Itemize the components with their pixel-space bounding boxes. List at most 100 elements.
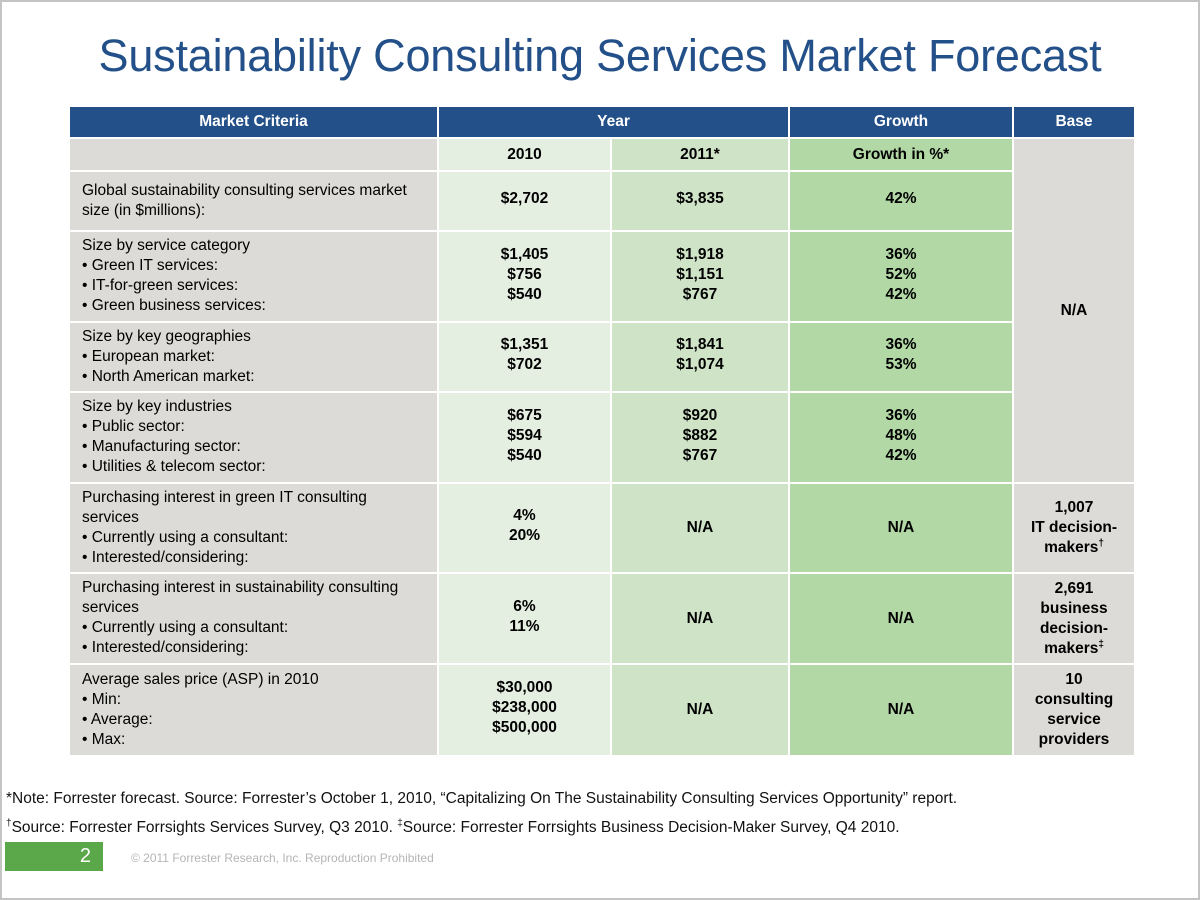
value-2011-cell: N/A	[612, 574, 788, 663]
cell-value: $1,405	[500, 245, 549, 263]
cell-value: 42%	[885, 190, 917, 207]
cell-value: N/A	[887, 519, 915, 536]
value-2010-cell: $675 $594 $540	[439, 393, 610, 482]
header-growth: Growth	[790, 107, 1012, 137]
subheader-row: 2010 2011* Growth in %* N/A	[70, 139, 1134, 482]
footnote-bdm-survey: Source: Forrester Forrsights Business De…	[402, 819, 900, 836]
criteria-cell: Purchasing interest in sustainability co…	[70, 574, 437, 663]
criteria-cell: Size by key geographies • European market…	[70, 323, 437, 391]
cell-value: 6%	[513, 597, 536, 615]
double-dagger-mark: ‡	[397, 818, 403, 829]
table-row-key-industries: Size by key industries • Public sector: • …	[70, 393, 1134, 482]
value-2011-cell: N/A	[612, 484, 788, 572]
subheader-growth-pct: Growth in %*	[790, 139, 1012, 170]
criteria-bullet: • Max:	[82, 730, 126, 748]
cell-value: $1,918	[676, 245, 724, 263]
criteria-bullet: • North American market:	[82, 367, 255, 385]
criteria-cell: Size by service category • Green IT servi…	[70, 232, 437, 321]
value-2011-cell: N/A	[612, 665, 788, 755]
base-value: decision-	[1014, 619, 1134, 639]
cell-value: $1,151	[676, 265, 724, 283]
cell-value: 36%	[885, 245, 917, 263]
criteria-heading: Purchasing interest in sustainability co…	[82, 579, 399, 616]
base-footnote-mark: ‡	[1098, 638, 1104, 650]
base-value: makers‡	[1014, 639, 1134, 659]
base-text: 1,007	[1054, 499, 1094, 516]
table-row-key-geographies: Size by key geographies • European market…	[70, 323, 1134, 391]
cell-value: $594	[507, 426, 542, 444]
header-year: Year	[439, 107, 788, 137]
cell-value: 48%	[885, 426, 917, 444]
criteria-cell: Size by key industries • Public sector: • …	[70, 393, 437, 482]
cell-value: $500,000	[492, 719, 557, 736]
criteria-bullet: • Public sector:	[82, 418, 185, 435]
table-row-sustainability-interest: Purchasing interest in sustainability co…	[70, 574, 1134, 663]
base-cell: 1,007 IT decision-makers†	[1014, 484, 1134, 572]
header-row: Market Criteria Year Growth Base	[70, 107, 1134, 137]
base-text: consulting	[1034, 691, 1114, 708]
cell-value: $1,351	[500, 336, 549, 353]
cell-value: $675	[507, 406, 542, 424]
cell-value: $1,074	[676, 356, 724, 373]
base-text: service	[1047, 711, 1101, 728]
cell-value: N/A	[887, 701, 915, 718]
cell-value: N/A	[887, 609, 915, 627]
cell-value: $540	[507, 285, 542, 303]
criteria-bullet: • Utilities & telecom sector:	[82, 458, 266, 475]
cell-value: $3,835	[676, 190, 724, 207]
header-base: Base	[1014, 107, 1134, 137]
growth-cell: 36% 48% 42%	[790, 393, 1012, 482]
base-value: business	[1014, 599, 1134, 619]
base-text: IT decision-	[1030, 519, 1118, 536]
header-market-criteria: Market Criteria	[70, 107, 437, 137]
criteria-bullet: • European market:	[82, 347, 215, 365]
growth-cell: 36% 52% 42%	[790, 232, 1012, 321]
table-row-service-category: Size by service category • Green IT servi…	[70, 232, 1134, 321]
criteria-bullet: • IT-for-green services:	[82, 277, 239, 294]
value-2010-cell: $30,000 $238,000 $500,000	[439, 665, 610, 755]
base-text: providers	[1038, 731, 1110, 748]
criteria-bullet: • Average:	[82, 710, 153, 728]
cell-value: $2,702	[500, 190, 549, 207]
growth-cell: N/A	[790, 574, 1012, 663]
cell-value: $882	[682, 426, 718, 444]
cell-value: N/A	[686, 609, 714, 627]
base-value: 2,691	[1014, 579, 1134, 599]
subheader-2010: 2010	[439, 139, 610, 170]
cell-value: N/A	[686, 519, 714, 536]
criteria-cell: Purchasing interest in green IT consulti…	[70, 484, 437, 572]
value-2010-cell: 6% 11%	[439, 574, 610, 663]
base-value: IT decision-	[1014, 518, 1134, 538]
criteria-heading: Size by key geographies	[82, 327, 251, 345]
table-row-global-market-size: Global sustainability consulting service…	[70, 172, 1134, 230]
footnote-forecast: *Note: Forrester forecast. Source: Forre…	[6, 790, 958, 807]
cell-value: 4%	[513, 507, 536, 524]
criteria-bullet: • Interested/considering:	[82, 639, 249, 656]
table-row-average-sales-price: Average sales price (ASP) in 2010 • Min: •…	[70, 665, 1134, 755]
value-2011-cell: $1,841 $1,074	[612, 323, 788, 391]
footnote-services-survey: Source: Forrester Forrsights Services Su…	[11, 819, 398, 836]
criteria-bullet: • Min:	[82, 690, 122, 708]
criteria-bullet: • Manufacturing sector:	[82, 438, 241, 455]
cell-value: N/A	[686, 701, 714, 718]
base-cell: 10 consulting service providers	[1014, 665, 1134, 755]
page-number: 2	[5, 842, 103, 871]
base-value: makers†	[1014, 538, 1134, 558]
cell-value: $702	[507, 356, 542, 373]
cell-value: $767	[682, 446, 718, 464]
criteria-bullet: • Currently using a consultant:	[82, 619, 289, 636]
value-2010-cell: $2,702	[439, 172, 610, 230]
cell-value: $756	[507, 265, 542, 283]
criteria-heading: Average sales price (ASP) in 2010	[82, 670, 319, 688]
value-2010-cell: $1,405 $756 $540	[439, 232, 610, 321]
base-value: providers	[1014, 730, 1134, 750]
growth-cell: N/A	[790, 665, 1012, 755]
criteria-heading: Global sustainability consulting service…	[82, 181, 407, 219]
criteria-bullet: • Currently using a consultant:	[82, 528, 289, 546]
base-text: makers	[1044, 539, 1099, 556]
growth-cell: N/A	[790, 484, 1012, 572]
base-value: service	[1014, 710, 1134, 730]
criteria-cell: Average sales price (ASP) in 2010 • Min: •…	[70, 665, 437, 755]
copyright-notice: © 2011 Forrester Research, Inc. Reproduc…	[131, 851, 434, 865]
